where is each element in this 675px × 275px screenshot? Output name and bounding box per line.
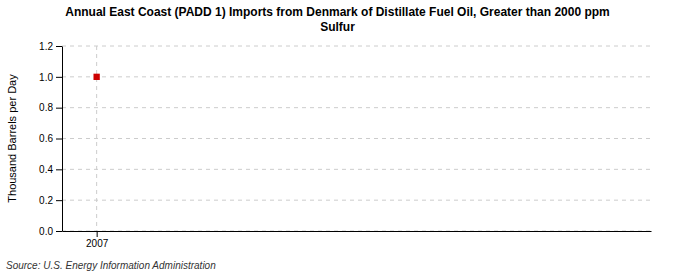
grid-line xyxy=(62,200,651,201)
tick-label: 1.0 xyxy=(39,72,53,83)
chart: Annual East Coast (PADD 1) Imports from … xyxy=(0,0,675,275)
x-axis: 2007 xyxy=(63,231,652,249)
annotation: Source: U.S. Energy Information Administ… xyxy=(6,260,216,271)
tick: 1.0 xyxy=(39,72,62,83)
tick-mark xyxy=(56,169,62,170)
tick: 0.4 xyxy=(39,164,62,175)
tick-mark xyxy=(56,46,62,47)
tick-label: 2007 xyxy=(86,238,109,249)
grid-line xyxy=(62,107,651,108)
tick-label: 0.0 xyxy=(39,226,53,237)
tick-label: 0.6 xyxy=(39,133,53,144)
grid-line xyxy=(62,138,651,139)
tick-mark xyxy=(56,139,62,140)
tick-mark xyxy=(97,231,98,237)
tick-label: 1.2 xyxy=(39,41,53,52)
tick: 0.8 xyxy=(39,102,62,113)
tick: 1.2 xyxy=(39,41,62,52)
grid-line xyxy=(62,169,651,170)
plot: 2007 0.0 0.2 0.4 0.6 0.8 1.0 1.2 xyxy=(39,41,651,249)
tick-mark xyxy=(56,77,62,78)
tick-label: 0.4 xyxy=(39,164,53,175)
grid-line xyxy=(62,46,651,47)
grid-line xyxy=(62,76,651,77)
point xyxy=(93,74,99,80)
tick: 0.0 xyxy=(39,226,62,237)
grid xyxy=(62,46,651,231)
tick: 0.6 xyxy=(39,133,62,144)
axis-line xyxy=(62,47,63,232)
grid-line xyxy=(62,231,651,232)
tick: 0.2 xyxy=(39,195,62,206)
tick-mark xyxy=(56,200,62,201)
points xyxy=(93,74,99,80)
y-axis: 0.0 0.2 0.4 0.6 0.8 1.0 1.2 xyxy=(39,41,62,237)
tick-mark xyxy=(56,108,62,109)
tick: 2007 xyxy=(86,231,109,249)
axis-line xyxy=(63,231,652,232)
y-axis-title: Thousand Barrels per Day xyxy=(6,74,18,203)
tick-label: 0.8 xyxy=(39,102,53,113)
tick-mark xyxy=(56,231,62,232)
tick-label: 0.2 xyxy=(39,195,53,206)
title: Annual East Coast (PADD 1) Imports from … xyxy=(65,5,610,34)
